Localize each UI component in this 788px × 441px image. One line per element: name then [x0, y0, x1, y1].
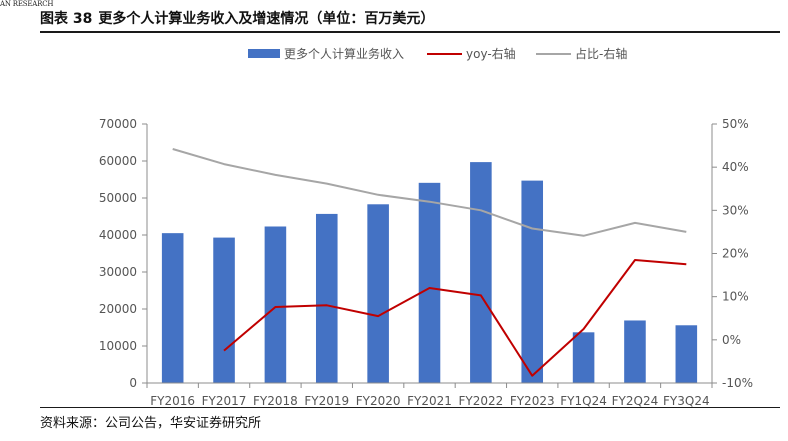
- x-axis: FY2016 FY2017 FY2018 FY2019 FY2020 FY2021 FY20…: [146, 382, 713, 408]
- top-rule: [40, 31, 780, 33]
- figure-title: 图表 38 更多个人计算业务收入及增速情况（单位：百万美元）: [40, 8, 434, 28]
- source-note: 资料来源：公司公告，华安证券研究所: [40, 416, 262, 431]
- x-tick-label: FY2016: [150, 394, 195, 408]
- x-tick-label: FY2018: [253, 394, 298, 408]
- bar-FY2Q24: [624, 320, 646, 383]
- bar-FY2019: [315, 213, 338, 383]
- bar-FY1Q24: [572, 332, 595, 383]
- left-tick-label: 10000: [99, 339, 137, 353]
- legend-swatch-revenue: [248, 49, 280, 58]
- bar-FY2021: [418, 182, 441, 383]
- bar-FY2016: [161, 233, 184, 383]
- left-tick-label: 70000: [99, 117, 137, 131]
- right-tick-label: 20%: [722, 247, 749, 261]
- left-tick-label: 20000: [99, 302, 137, 316]
- x-tick-label: FY2020: [356, 394, 401, 408]
- x-tick-label: FY2019: [304, 394, 349, 408]
- right-tick-label: 10%: [722, 290, 749, 304]
- brand-text: AN RESEARCH: [0, 0, 54, 8]
- x-tick-label: FY1Q24: [560, 394, 607, 408]
- right-axis: -10% 0% 10% 20% 30% 40% 50%: [711, 117, 753, 390]
- legend-label-share: 占比-右轴: [575, 46, 627, 61]
- right-tick-label: 0%: [722, 333, 741, 347]
- x-tick-label: FY2022: [458, 394, 503, 408]
- bar-FY2018: [264, 226, 287, 383]
- legend-label-revenue: 更多个人计算业务收入: [284, 46, 404, 61]
- left-tick-label: 0: [129, 376, 137, 390]
- yoy-line: [223, 259, 687, 377]
- left-axis: 0 10000 20000 30000 40000 50000 60000 70000: [99, 117, 148, 390]
- right-tick-label: 40%: [722, 160, 749, 174]
- legend-label-yoy: yoy-右轴: [466, 46, 516, 61]
- left-tick-label: 60000: [99, 154, 137, 168]
- left-tick-label: 50000: [99, 191, 137, 205]
- x-tick-label: FY2017: [202, 394, 247, 408]
- x-tick-label: FY3Q24: [663, 394, 710, 408]
- bar-FY2020: [367, 204, 389, 383]
- figure-title-text: 更多个人计算业务收入及增速情况（单位：百万美元）: [98, 11, 435, 27]
- figure-number: 图表 38: [40, 11, 93, 27]
- x-tick-label: FY2021: [407, 394, 452, 408]
- right-tick-label: 30%: [722, 203, 749, 217]
- bar-series: [161, 162, 698, 383]
- bar-FY2023: [521, 180, 544, 383]
- bar-FY3Q24: [675, 325, 698, 383]
- line-series: [172, 148, 687, 377]
- bottom-rule: [40, 407, 780, 408]
- right-tick-label: -10%: [722, 376, 753, 390]
- left-tick-label: 30000: [99, 265, 137, 279]
- right-tick-label: 50%: [722, 117, 749, 131]
- chart-legend: 更多个人计算业务收入 yoy-右轴 占比-右轴: [248, 46, 627, 61]
- x-tick-label: FY2023: [510, 394, 555, 408]
- left-tick-label: 40000: [99, 228, 137, 242]
- x-tick-label: FY2Q24: [612, 394, 659, 408]
- bar-FY2022: [470, 162, 492, 383]
- bar-FY2017: [213, 237, 235, 383]
